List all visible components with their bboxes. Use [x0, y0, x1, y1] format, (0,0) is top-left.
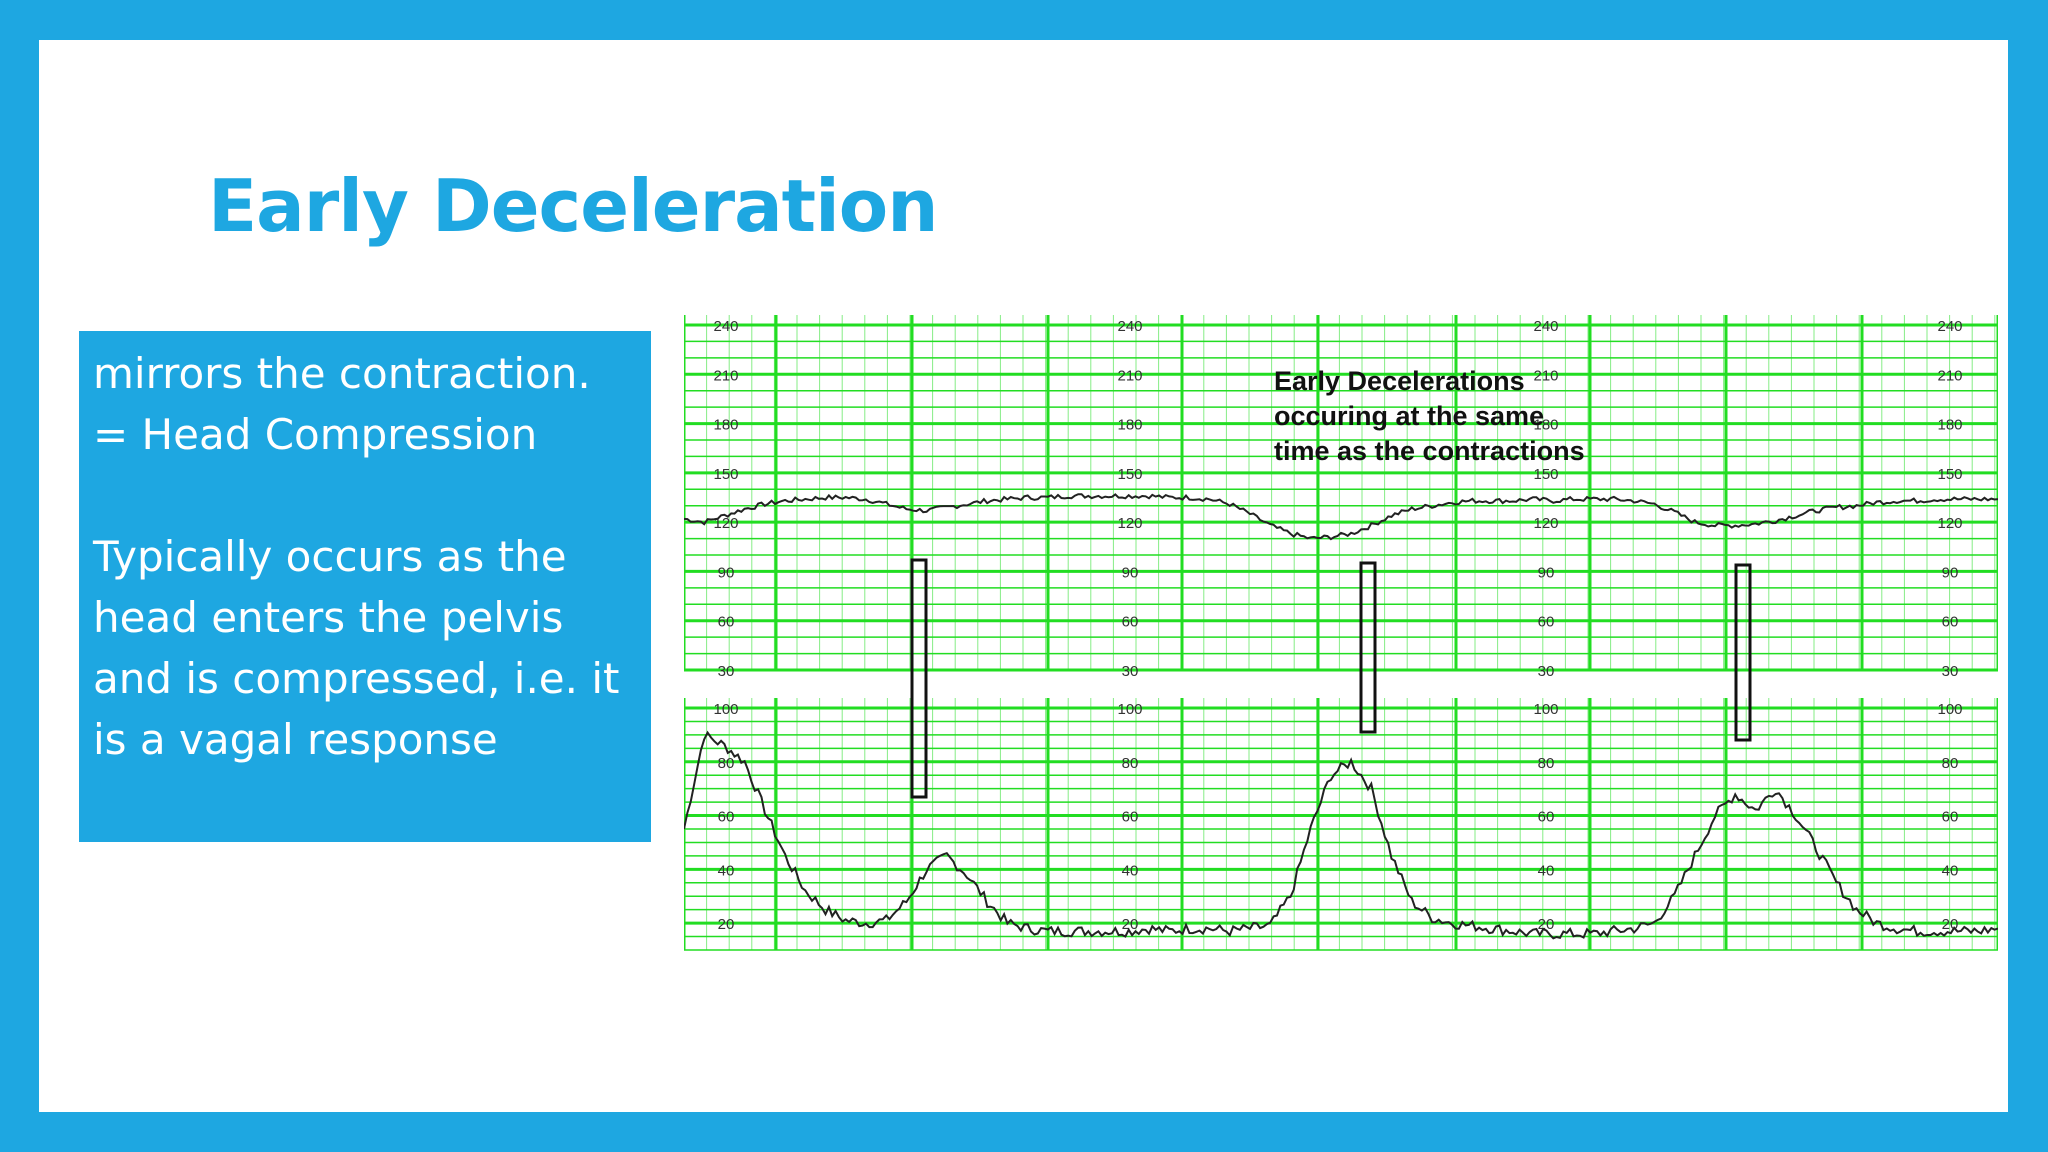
uc-tick-label: 100 [1533, 701, 1558, 718]
uc-tick-label: 40 [718, 862, 735, 879]
fhr-tick-label: 120 [1117, 515, 1142, 532]
uc-tick-label: 20 [1122, 916, 1139, 933]
fhr-tick-label: 240 [1117, 318, 1142, 335]
fhr-tick-label: 120 [1533, 515, 1558, 532]
uc-tick-label: 60 [718, 809, 735, 826]
fhr-tick-label: 150 [713, 466, 738, 483]
fhr-tick-label: 60 [718, 614, 735, 631]
uc-tick-label: 40 [1942, 862, 1959, 879]
uc-tick-labels: 100 100 100 100 80 80 80 80 60 60 60 60 40 40 40 40 20 20… [713, 701, 1962, 933]
fhr-tick-label: 180 [1937, 417, 1962, 434]
uc-tick-label: 60 [1942, 809, 1959, 826]
description-line: = Head Compression [93, 410, 538, 459]
uc-tick-label: 100 [1937, 701, 1962, 718]
fhr-tick-label: 210 [1533, 367, 1558, 384]
description-line: mirrors the contraction. [93, 349, 591, 398]
fhr-tick-label: 120 [713, 515, 738, 532]
description-line: Typically occurs as the [93, 532, 567, 581]
fhr-tick-label: 30 [1538, 663, 1555, 680]
fhr-tick-label: 210 [1117, 367, 1142, 384]
fhr-trace-line [684, 493, 1998, 541]
chart-background [684, 315, 1998, 955]
fhr-tick-label: 90 [1538, 564, 1555, 581]
fhr-tick-label: 150 [1117, 466, 1142, 483]
fhr-tick-label: 120 [1937, 515, 1962, 532]
fhr-tick-label: 240 [1937, 318, 1962, 335]
fhr-tick-label: 30 [1942, 663, 1959, 680]
uc-tick-label: 40 [1538, 862, 1555, 879]
fhr-tick-label: 90 [1122, 564, 1139, 581]
fhr-tick-label: 240 [713, 318, 738, 335]
chart-annotation: Early Decelerations occuring at the same… [1274, 366, 1585, 466]
fhr-tick-label: 60 [1942, 614, 1959, 631]
description-line: head enters the pelvis [93, 593, 564, 642]
alignment-box [1734, 563, 1752, 742]
annotation-line: time as the contractions [1274, 436, 1585, 466]
uc-tick-label: 60 [1122, 809, 1139, 826]
uc-tick-label: 80 [718, 755, 735, 772]
uc-grid [684, 698, 1998, 951]
fhr-tick-label: 30 [1122, 663, 1139, 680]
uc-tick-label: 40 [1122, 862, 1139, 879]
uc-tick-label: 20 [718, 916, 735, 933]
fhr-tick-label: 30 [718, 663, 735, 680]
fhr-tick-label: 150 [1937, 466, 1962, 483]
alignment-markers [910, 558, 1752, 799]
fhr-tick-label: 180 [1533, 417, 1558, 434]
fhr-tick-labels: 240 240 240 240 210 210 210 210 180 180 180 180 150 1… [713, 318, 1962, 680]
uc-tick-label: 80 [1122, 755, 1139, 772]
uc-tick-label: 80 [1538, 755, 1555, 772]
slide-title: Early Deceleration [208, 164, 938, 248]
fhr-tick-label: 150 [1533, 466, 1558, 483]
description-box: mirrors the contraction. = Head Compress… [79, 331, 651, 842]
fhr-tick-label: 210 [713, 367, 738, 384]
uc-tick-label: 100 [713, 701, 738, 718]
description-line: is a vagal response [93, 715, 498, 764]
alignment-box [1359, 561, 1377, 734]
fhr-tick-label: 210 [1937, 367, 1962, 384]
fhr-tick-label: 240 [1533, 318, 1558, 335]
ctg-chart: 240 240 240 240 210 210 210 210 180 180 180 180 150 1… [684, 315, 1998, 955]
fhr-tick-label: 90 [1942, 564, 1959, 581]
fhr-tick-label: 180 [713, 417, 738, 434]
uc-tick-label: 20 [1538, 916, 1555, 933]
uc-tick-label: 60 [1538, 809, 1555, 826]
uc-tick-label: 80 [1942, 755, 1959, 772]
description-line: and is compressed, i.e. it [93, 654, 620, 703]
annotation-line: occuring at the same [1274, 401, 1544, 431]
paragraph-gap [93, 465, 637, 526]
fhr-tick-label: 60 [1122, 614, 1139, 631]
fhr-tick-label: 180 [1117, 417, 1142, 434]
annotation-line: Early Decelerations [1274, 366, 1525, 396]
uc-tick-label: 100 [1117, 701, 1142, 718]
alignment-box [910, 558, 928, 799]
fhr-tick-label: 60 [1538, 614, 1555, 631]
uc-trace-line [684, 730, 1998, 940]
fhr-tick-label: 90 [718, 564, 735, 581]
fhr-grid [684, 315, 1998, 672]
